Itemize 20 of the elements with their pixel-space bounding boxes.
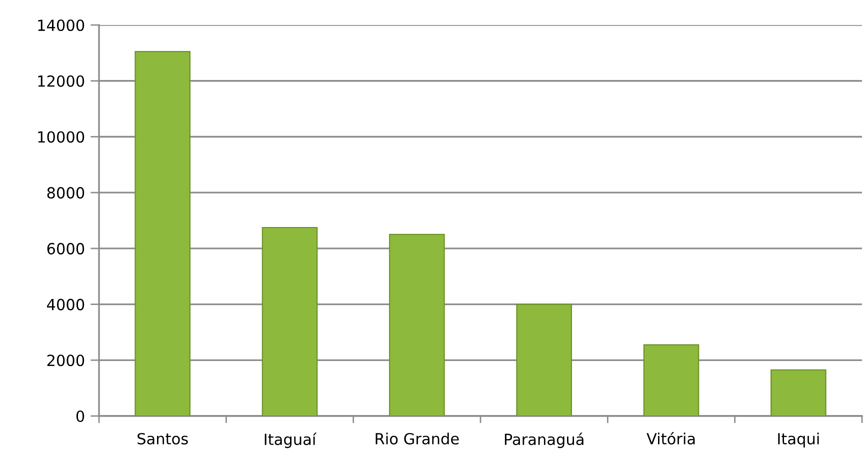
bar (262, 226, 318, 416)
y-tick-label: 0 (76, 410, 84, 422)
x-tick-label: Vitória (646, 432, 695, 444)
bar (770, 369, 826, 416)
bar (389, 234, 445, 416)
y-tick-label: 6000 (47, 242, 84, 254)
y-tick-label: 4000 (46, 298, 84, 310)
x-tick-label: Santos (138, 432, 188, 444)
bar (134, 51, 190, 416)
y-tick-label: 2000 (47, 354, 84, 366)
bar (643, 344, 700, 416)
x-tick-label: Paranaguá (504, 432, 584, 448)
x-tick-label: Itaqui (778, 432, 819, 448)
x-tick-label: Rio Grande (376, 432, 459, 444)
y-tick-label: 14000 (38, 19, 84, 32)
y-tick-label: 8000 (47, 187, 84, 199)
x-tick-label: Itaguaí (264, 432, 317, 448)
bar (516, 304, 572, 416)
y-tick-label: 12000 (38, 75, 84, 87)
y-tick-label: 10000 (38, 131, 84, 143)
